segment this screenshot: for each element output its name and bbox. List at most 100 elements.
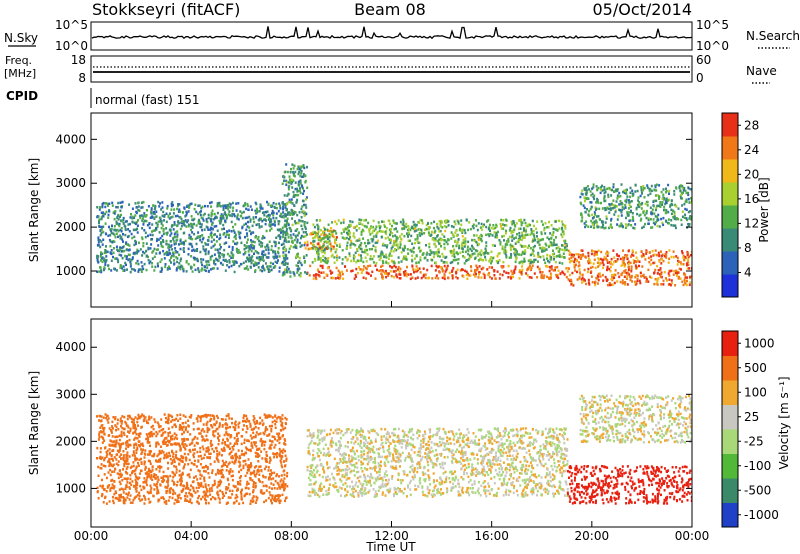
heatmap-cell: [381, 476, 384, 480]
heatmap-cell: [680, 218, 683, 222]
heatmap-cell: [170, 202, 173, 206]
heatmap-cell: [557, 246, 560, 249]
heatmap-cell: [457, 252, 459, 256]
heatmap-cell: [346, 246, 348, 249]
heatmap-cell: [561, 434, 564, 437]
heatmap-cell: [137, 201, 139, 205]
heatmap-cell: [193, 263, 196, 267]
heatmap-cell: [332, 247, 335, 250]
heatmap-cell: [603, 188, 606, 191]
heatmap-cell: [270, 220, 273, 223]
heatmap-cell: [263, 236, 266, 239]
heatmap-cell: [412, 433, 415, 436]
heatmap-cell: [258, 226, 261, 229]
heatmap-cell: [286, 257, 289, 260]
heatmap-cell: [589, 201, 592, 204]
heatmap-cell: [452, 453, 455, 456]
heatmap-cell: [503, 270, 506, 273]
heatmap-cell: [202, 245, 205, 248]
heatmap-cell: [561, 262, 564, 265]
heatmap-cell: [250, 239, 252, 242]
heatmap-cell: [416, 276, 419, 279]
freq-unit-label: [MHz]: [4, 67, 36, 80]
heatmap-cell: [384, 237, 387, 240]
heatmap-cell: [620, 211, 623, 214]
heatmap-cell: [587, 281, 590, 284]
heatmap-cell: [599, 191, 602, 195]
heatmap-cell: [680, 262, 683, 266]
heatmap-cell: [246, 202, 249, 206]
heatmap-cell: [233, 213, 236, 216]
heatmap-cell: [585, 224, 588, 227]
heatmap-cell: [658, 253, 661, 257]
heatmap-cell: [155, 221, 158, 225]
heatmap-cell: [370, 226, 373, 229]
heatmap-cell: [152, 229, 155, 232]
heatmap-cell: [684, 200, 687, 203]
heatmap-cell: [436, 266, 439, 269]
heatmap-cell: [129, 265, 132, 268]
heatmap-cell: [257, 261, 260, 265]
heatmap-cell: [396, 245, 399, 248]
heatmap-cell: [180, 241, 183, 244]
heatmap-cell: [473, 252, 476, 255]
heatmap-cell: [273, 255, 276, 259]
heatmap-cell: [687, 187, 690, 190]
heatmap-cell: [134, 269, 137, 272]
heatmap-cell: [549, 440, 552, 444]
heatmap-cell: [614, 205, 617, 208]
heatmap-cell: [476, 266, 479, 270]
heatmap-cell: [491, 257, 494, 260]
heatmap-cell: [480, 258, 483, 261]
heatmap-cell: [469, 458, 472, 461]
heatmap-cell: [141, 236, 144, 239]
heatmap-cell: [404, 459, 407, 462]
heatmap-cell: [501, 223, 504, 226]
heatmap-cell: [269, 229, 271, 232]
heatmap-cell: [316, 223, 319, 227]
heatmap-cell: [150, 208, 153, 212]
heatmap-cell: [330, 227, 333, 230]
heatmap-cell: [508, 478, 511, 481]
heatmap-cell: [660, 217, 663, 221]
heatmap-cell: [399, 243, 402, 246]
heatmap-cell: [388, 228, 391, 231]
heatmap-cell: [152, 249, 155, 253]
heatmap-cell: [187, 210, 190, 213]
heatmap-cell: [254, 249, 257, 253]
heatmap-cell: [260, 225, 263, 228]
heatmap-cell: [493, 231, 496, 234]
heatmap-cell: [342, 483, 345, 486]
heatmap-cell: [538, 243, 541, 246]
heatmap-cell: [285, 268, 288, 271]
heatmap-cell: [220, 215, 223, 218]
heatmap-cell: [302, 187, 304, 190]
heatmap-cell: [610, 277, 613, 281]
heatmap-cell: [563, 224, 566, 227]
heatmap-cell: [626, 254, 629, 257]
heatmap-cell: [284, 233, 287, 237]
heatmap-cell: [514, 225, 517, 228]
heatmap-cell: [656, 224, 659, 228]
heatmap-cell: [183, 243, 186, 246]
heatmap-cell: [167, 253, 170, 256]
heatmap-cell: [363, 250, 366, 254]
heatmap-cell: [597, 186, 600, 190]
heatmap-cell: [468, 493, 471, 497]
heatmap-cell: [670, 212, 673, 216]
heatmap-cell: [496, 472, 499, 476]
heatmap-cell: [160, 244, 163, 248]
heatmap-cell: [302, 210, 305, 213]
heatmap-cell: [121, 267, 123, 270]
heatmap-cell: [427, 469, 430, 472]
heatmap-cell: [176, 260, 179, 264]
heatmap-cell: [251, 247, 254, 250]
heatmap-cell: [601, 261, 604, 264]
heatmap-cell: [381, 230, 384, 233]
heatmap-cell: [563, 427, 566, 430]
heatmap-cell: [446, 455, 449, 459]
heatmap-cell: [384, 272, 387, 275]
heatmap-cell: [409, 228, 412, 232]
heatmap-cell: [463, 262, 466, 265]
heatmap-cell: [487, 459, 490, 463]
